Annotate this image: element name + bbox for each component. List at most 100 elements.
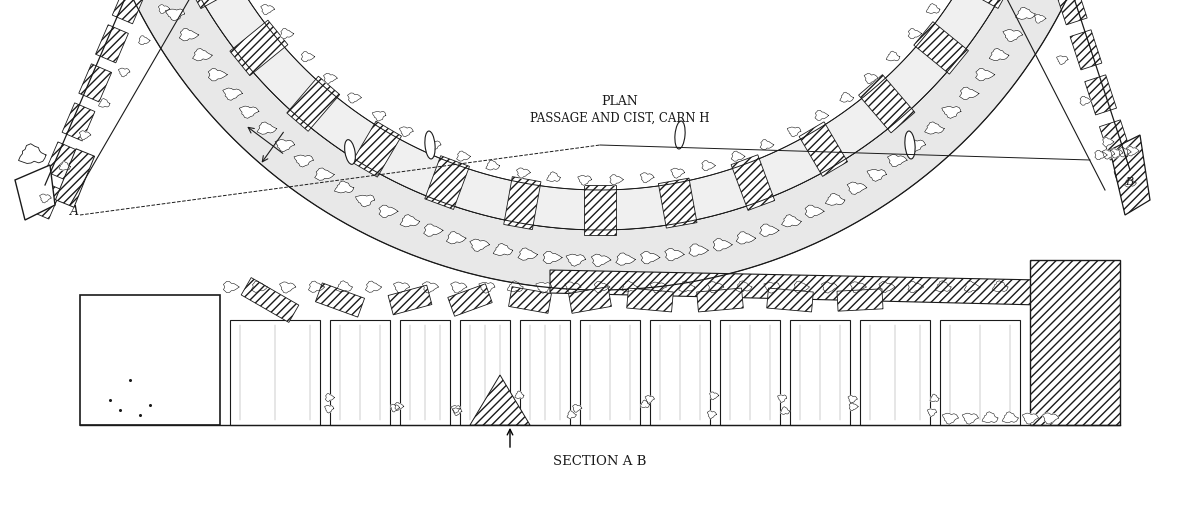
Bar (1056, 0, 1087, 25)
Ellipse shape (344, 140, 355, 164)
Bar (504, 177, 541, 229)
Bar (1099, 120, 1132, 160)
Bar (1070, 30, 1102, 70)
Polygon shape (778, 395, 787, 402)
Polygon shape (514, 409, 522, 417)
Polygon shape (1094, 150, 1108, 160)
Polygon shape (926, 4, 940, 14)
Polygon shape (793, 281, 809, 292)
Polygon shape (1127, 147, 1139, 156)
Polygon shape (479, 282, 494, 293)
Polygon shape (565, 282, 581, 293)
Polygon shape (394, 282, 409, 293)
Polygon shape (1002, 412, 1019, 423)
Polygon shape (760, 140, 774, 150)
Polygon shape (395, 402, 403, 410)
Polygon shape (251, 281, 268, 292)
Bar (697, 288, 743, 312)
Bar (731, 155, 775, 211)
Polygon shape (400, 215, 420, 227)
Polygon shape (365, 281, 382, 292)
Bar (448, 284, 492, 316)
Polygon shape (641, 252, 660, 264)
Bar (956, 0, 1013, 8)
Polygon shape (1124, 178, 1136, 187)
Bar (186, 0, 244, 9)
Polygon shape (577, 175, 592, 185)
Polygon shape (689, 244, 708, 256)
Bar (241, 278, 299, 322)
Polygon shape (713, 239, 732, 251)
Bar (55, 149, 95, 207)
Polygon shape (646, 396, 654, 404)
Polygon shape (592, 254, 611, 266)
Polygon shape (1110, 135, 1150, 215)
Polygon shape (1118, 148, 1132, 157)
Polygon shape (962, 413, 978, 424)
Polygon shape (508, 281, 523, 292)
Bar (659, 178, 697, 228)
Bar (388, 285, 432, 315)
Polygon shape (640, 173, 654, 183)
Polygon shape (424, 224, 443, 236)
Polygon shape (736, 281, 752, 292)
Polygon shape (930, 394, 940, 401)
Polygon shape (1043, 413, 1058, 424)
Polygon shape (822, 282, 838, 293)
Polygon shape (18, 144, 46, 163)
Polygon shape (709, 392, 719, 400)
Polygon shape (166, 9, 185, 21)
Polygon shape (257, 122, 277, 134)
Polygon shape (301, 51, 314, 62)
Polygon shape (1102, 150, 1115, 159)
Polygon shape (493, 243, 512, 255)
Polygon shape (239, 106, 259, 119)
Polygon shape (470, 375, 530, 425)
Polygon shape (568, 411, 576, 419)
Polygon shape (815, 110, 828, 121)
Bar (352, 121, 402, 177)
Bar (767, 288, 814, 312)
Polygon shape (650, 282, 666, 293)
Polygon shape (707, 411, 716, 419)
Polygon shape (400, 127, 413, 137)
Bar (1085, 75, 1116, 115)
Bar (425, 155, 469, 210)
Polygon shape (1110, 149, 1123, 158)
Polygon shape (650, 320, 710, 425)
Bar (799, 122, 847, 176)
Polygon shape (518, 248, 538, 261)
Polygon shape (469, 239, 490, 252)
Text: SECTION A B: SECTION A B (553, 455, 647, 468)
Polygon shape (992, 281, 1008, 292)
Ellipse shape (674, 121, 685, 149)
Polygon shape (976, 69, 995, 81)
Polygon shape (850, 403, 858, 411)
Polygon shape (348, 93, 361, 103)
Polygon shape (787, 127, 800, 137)
Polygon shape (542, 252, 562, 264)
Polygon shape (79, 131, 91, 140)
Polygon shape (907, 281, 924, 293)
Polygon shape (906, 140, 925, 152)
Polygon shape (208, 69, 227, 81)
Polygon shape (138, 36, 150, 45)
Polygon shape (848, 396, 857, 404)
Polygon shape (616, 253, 635, 265)
Polygon shape (679, 281, 695, 292)
Bar (316, 283, 365, 317)
Polygon shape (1015, 7, 1036, 19)
Polygon shape (128, 0, 1072, 290)
Polygon shape (665, 249, 684, 261)
Bar (230, 20, 288, 75)
Polygon shape (451, 406, 461, 413)
Polygon shape (847, 182, 866, 194)
Bar (96, 25, 128, 63)
Polygon shape (641, 400, 649, 408)
Polygon shape (850, 282, 866, 293)
Bar (287, 76, 340, 131)
Polygon shape (324, 73, 337, 83)
Polygon shape (982, 412, 998, 423)
Polygon shape (275, 139, 295, 152)
Polygon shape (294, 155, 313, 167)
